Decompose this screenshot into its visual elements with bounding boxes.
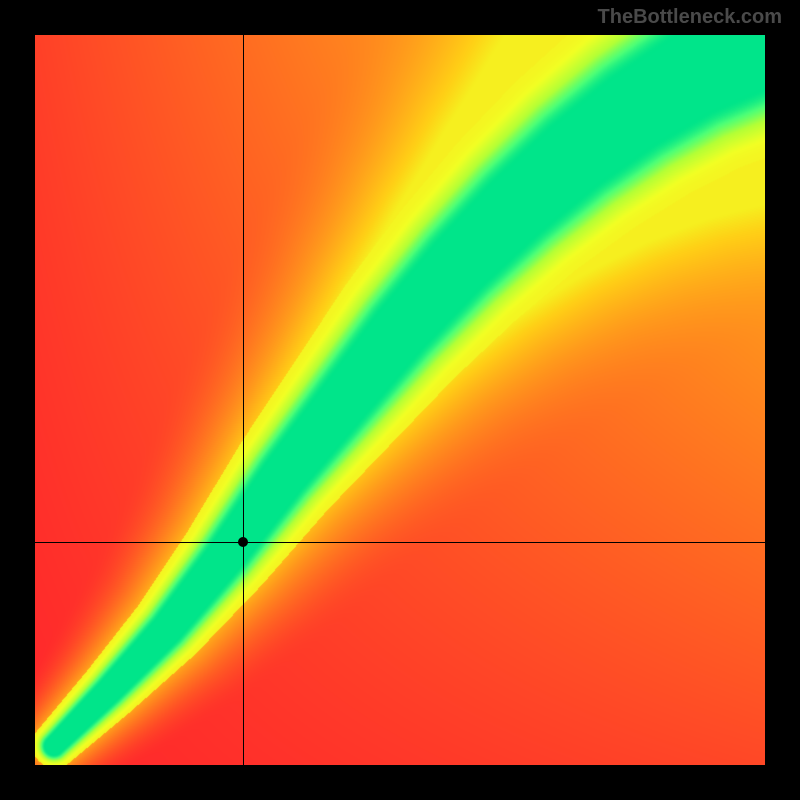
- crosshair-vertical: [243, 35, 244, 765]
- watermark-label: TheBottleneck.com: [598, 6, 782, 29]
- heatmap-plot: [35, 35, 765, 765]
- heatmap-canvas: [35, 35, 765, 765]
- crosshair-marker: [238, 537, 248, 547]
- crosshair-horizontal: [35, 542, 765, 543]
